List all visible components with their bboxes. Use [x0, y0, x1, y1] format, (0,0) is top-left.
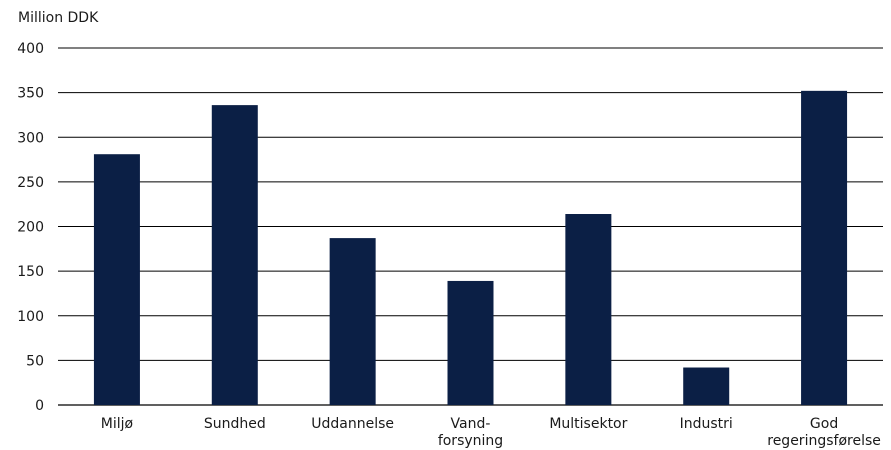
y-tick-label: 250 — [17, 175, 44, 191]
y-tick-label: 400 — [17, 41, 44, 57]
bar — [329, 238, 376, 405]
y-tick-label: 150 — [17, 264, 44, 280]
x-category-label: God regeringsførelse — [767, 416, 881, 449]
y-tick-label: 200 — [17, 220, 44, 236]
y-tick-label: 350 — [17, 86, 44, 102]
bar — [683, 367, 730, 405]
x-category-label: Vand-forsyning — [438, 416, 503, 449]
x-category-label: Miljø — [101, 416, 134, 432]
bar — [801, 90, 848, 405]
bar — [447, 280, 494, 405]
y-tick-label: 300 — [17, 130, 44, 146]
bars — [93, 90, 848, 406]
y-axis-unit-label: Million DDK — [18, 10, 99, 26]
y-tick-label: 0 — [35, 398, 44, 414]
x-category-label: Sundhed — [204, 416, 266, 432]
x-category-label: Uddannelse — [311, 416, 394, 432]
y-tick-label: 100 — [17, 309, 44, 325]
x-category-label: Multisektor — [549, 416, 627, 432]
bar — [565, 214, 612, 405]
bar — [93, 154, 140, 405]
y-tick-label: 50 — [26, 353, 44, 369]
x-axis-labels: Miljø Sundhed Uddannelse Vand-forsyning Mult… — [101, 416, 881, 449]
bar — [211, 105, 258, 406]
x-category-label: Industri — [680, 416, 733, 432]
y-axis-ticks: 0 50 100 150 200 250 300 350 400 — [17, 41, 44, 414]
gridlines — [58, 47, 883, 406]
